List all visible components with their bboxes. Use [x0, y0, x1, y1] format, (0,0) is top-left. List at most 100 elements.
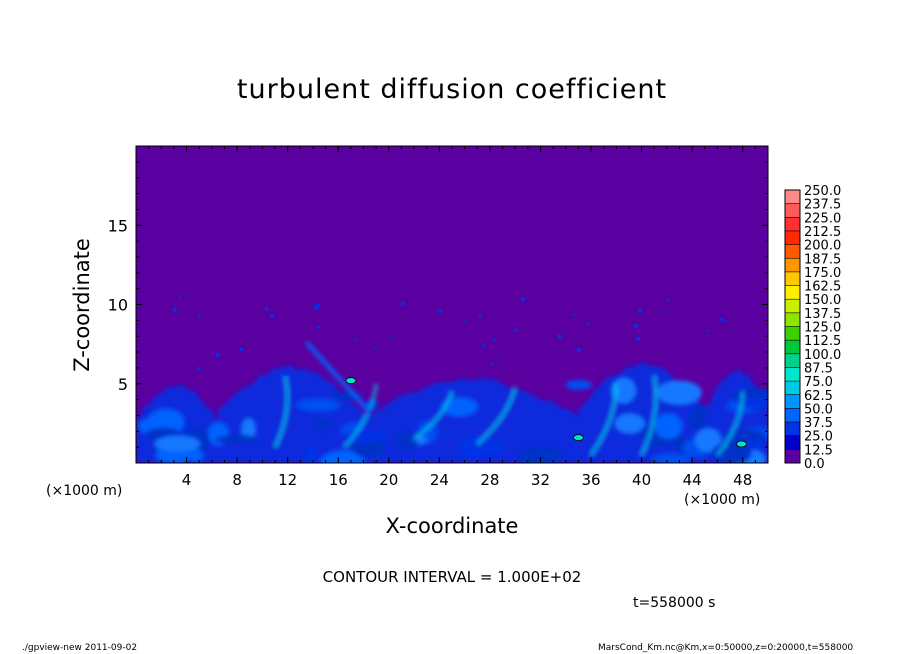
colorbar-label: 200.0	[804, 239, 841, 254]
eddy-streak	[716, 391, 745, 457]
colorbar-label: 37.5	[804, 416, 833, 431]
turbulence-speck	[644, 371, 647, 374]
turbulence-speck	[353, 338, 357, 341]
colorbar-swatch	[785, 258, 800, 273]
colorbar-swatch	[785, 230, 800, 245]
colorbar-label: 100.0	[804, 348, 841, 363]
colorbar-label: 62.5	[804, 389, 833, 404]
colorbar-swatch	[785, 190, 800, 205]
x-tick-label: 12	[278, 471, 297, 489]
eddy-streak	[476, 386, 517, 446]
colorbar-label: 137.5	[804, 307, 841, 322]
x-tick-label: 24	[430, 471, 449, 489]
turbulence-speck	[463, 318, 466, 322]
x-tick-label: 28	[480, 471, 499, 489]
turbulence-speck	[239, 347, 243, 352]
turbulence-speck	[497, 361, 500, 365]
colorbar-swatch	[785, 312, 800, 327]
turbulent-eddy	[740, 397, 768, 409]
turbulence-speck	[197, 366, 201, 371]
turbulent-eddy	[517, 446, 563, 463]
y-tick-label: 5	[118, 375, 128, 394]
colorbar-swatch	[785, 394, 800, 409]
contour-patch	[345, 377, 357, 384]
colorbar-swatch	[785, 367, 800, 382]
colorbar-swatch	[785, 340, 800, 355]
chart-title: turbulent diffusion coefficient	[236, 74, 668, 105]
y-tick-label: 10	[108, 296, 128, 315]
contour-patch	[736, 440, 747, 448]
colorbar-label: 250.0	[804, 184, 841, 199]
turbulent-eddy	[188, 448, 203, 463]
turbulence-speck	[712, 299, 715, 302]
colorbar-label: 175.0	[804, 266, 841, 281]
turbulence-speck	[572, 313, 576, 317]
colorbar-swatch	[785, 326, 800, 341]
turbulence-speck	[446, 357, 449, 359]
x-tick-label: 20	[379, 471, 398, 489]
colorbar-swatch	[785, 271, 800, 286]
turbulence-speck	[667, 298, 670, 302]
colorbar: 250.0237.5225.0212.5200.0187.5175.0162.5…	[784, 184, 841, 472]
colorbar-swatch	[785, 449, 800, 464]
x-tick-label: 48	[733, 471, 752, 489]
eddy-streak	[589, 383, 618, 456]
turbulence-speck	[482, 343, 486, 347]
turbulence-speck	[585, 323, 589, 327]
y-axis-ticks: 5 10 15	[108, 161, 768, 448]
colorbar-swatch	[785, 299, 800, 314]
colorbar-label: 225.0	[804, 211, 841, 226]
turbulence-speck	[724, 319, 728, 323]
turbulent-eddy	[154, 435, 201, 452]
turbulence-speck	[197, 313, 201, 317]
turbulence-speck	[242, 369, 245, 372]
turbulence-speck	[537, 365, 539, 367]
turbulence-speck	[478, 314, 482, 318]
turbulence-speck	[270, 314, 275, 318]
colorbar-swatch	[785, 422, 800, 437]
turbulent-eddy	[215, 434, 260, 444]
x-axis-unit-left: (×1000 m)	[46, 483, 123, 499]
turbulent-eddy	[304, 444, 318, 463]
x-tick-label: 8	[232, 471, 242, 489]
turbulence-speck	[283, 372, 287, 376]
turbulence-speck	[576, 347, 582, 353]
turbulent-eddy	[396, 432, 418, 450]
colorbar-label: 112.5	[804, 334, 841, 349]
turbulence-speck	[513, 328, 518, 333]
colorbar-swatch	[785, 285, 800, 300]
colorbar-label: 162.5	[804, 280, 841, 295]
turbulence-speck	[438, 309, 443, 314]
turbulence-speck	[215, 352, 220, 358]
x-axis-ticks: 4 8 12 16 20 24 28 32 36 40 44 48	[148, 146, 756, 489]
colorbar-label: 0.0	[804, 457, 825, 472]
x-tick-label: 32	[531, 471, 550, 489]
colorbar-label: 50.0	[804, 402, 833, 417]
x-tick-label: 40	[632, 471, 651, 489]
turbulent-eddy	[565, 380, 593, 390]
turbulence-speck	[665, 310, 668, 313]
y-axis-label: Z-coordinate	[70, 238, 94, 372]
turbulent-eddy	[694, 428, 722, 453]
x-axis-label: X-coordinate	[385, 514, 519, 538]
plume-streak	[305, 341, 372, 414]
turbulent-eddy	[654, 413, 683, 440]
y-tick-label: 15	[108, 216, 128, 235]
footer-right: MarsCond_Km.nc@Km,x=0:50000,z=0:20000,t=…	[598, 643, 854, 653]
colorbar-label: 150.0	[804, 293, 841, 308]
turbulence-speck	[374, 347, 377, 350]
turbulence-speck	[719, 317, 723, 322]
turbulent-eddy	[315, 419, 329, 430]
colorbar-swatch	[785, 435, 800, 450]
colorbar-swatch	[785, 217, 800, 232]
footer-left: ./gpview-new 2011-09-02	[22, 643, 138, 653]
eddy-streak	[640, 375, 658, 456]
turbulence-speck	[391, 335, 394, 338]
contour-patch	[573, 434, 584, 442]
colorbar-label: 212.5	[804, 225, 841, 240]
colorbar-swatch	[785, 244, 800, 259]
turbulence-field	[136, 296, 768, 463]
eddy-streak	[273, 375, 289, 448]
colorbar-label: 187.5	[804, 252, 841, 267]
